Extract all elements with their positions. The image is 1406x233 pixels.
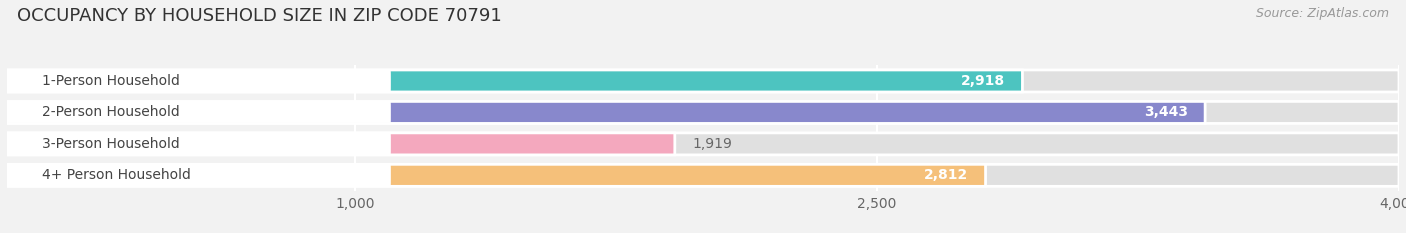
FancyBboxPatch shape xyxy=(7,164,986,186)
Text: 1-Person Household: 1-Person Household xyxy=(42,74,180,88)
Text: 3-Person Household: 3-Person Household xyxy=(42,137,180,151)
Text: 3,443: 3,443 xyxy=(1143,105,1188,120)
Text: 2,918: 2,918 xyxy=(960,74,1005,88)
FancyBboxPatch shape xyxy=(7,166,389,185)
FancyBboxPatch shape xyxy=(7,101,1205,123)
Text: OCCUPANCY BY HOUSEHOLD SIZE IN ZIP CODE 70791: OCCUPANCY BY HOUSEHOLD SIZE IN ZIP CODE … xyxy=(17,7,502,25)
Text: 2-Person Household: 2-Person Household xyxy=(42,105,180,120)
Text: 1,919: 1,919 xyxy=(692,137,733,151)
FancyBboxPatch shape xyxy=(7,134,389,153)
FancyBboxPatch shape xyxy=(7,70,1399,92)
FancyBboxPatch shape xyxy=(7,133,1399,155)
FancyBboxPatch shape xyxy=(7,101,1399,123)
Text: 4+ Person Household: 4+ Person Household xyxy=(42,168,191,182)
Text: Source: ZipAtlas.com: Source: ZipAtlas.com xyxy=(1256,7,1389,20)
FancyBboxPatch shape xyxy=(7,133,675,155)
FancyBboxPatch shape xyxy=(7,72,389,90)
Text: 2,812: 2,812 xyxy=(924,168,969,182)
FancyBboxPatch shape xyxy=(7,164,1399,186)
FancyBboxPatch shape xyxy=(7,70,1022,92)
FancyBboxPatch shape xyxy=(7,103,389,122)
